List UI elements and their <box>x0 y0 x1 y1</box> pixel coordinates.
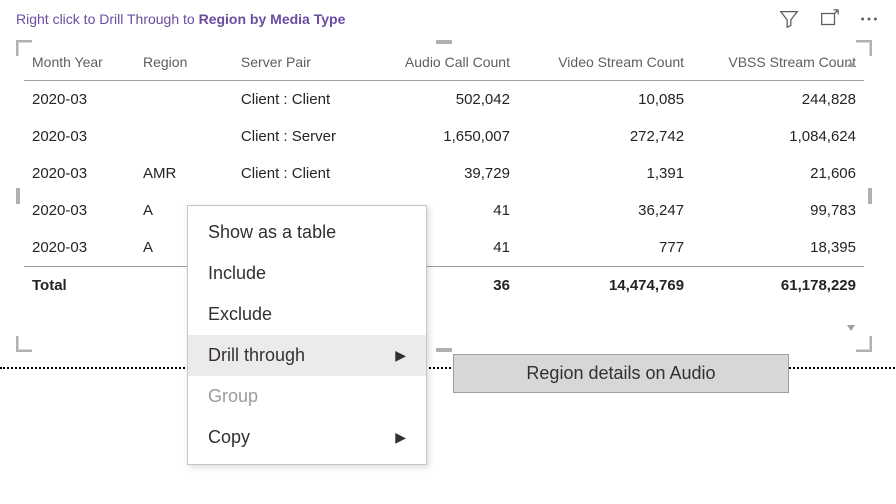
table-cell: 10,085 <box>518 81 692 119</box>
menu-item-exclude[interactable]: Exclude <box>188 294 426 335</box>
chevron-right-icon: ▶ <box>395 347 406 364</box>
dotted-rule-mid <box>425 367 455 369</box>
data-table: Month YearRegionServer PairAudio Call Co… <box>24 48 864 304</box>
header-bar: Right click to Drill Through to Region b… <box>0 0 896 34</box>
table-cell: 2020-03 <box>24 118 135 155</box>
column-header[interactable]: Server Pair <box>233 48 377 81</box>
column-header[interactable]: Audio Call Count <box>377 48 518 81</box>
visual-frame: Month YearRegionServer PairAudio Call Co… <box>16 40 872 352</box>
table-cell: 2020-03 <box>24 81 135 119</box>
table-cell: 21,606 <box>692 155 864 192</box>
header-hint: Right click to Drill Through to Region b… <box>16 11 345 27</box>
table-cell: 99,783 <box>692 192 864 229</box>
table-cell: 2020-03 <box>24 229 135 267</box>
filter-icon[interactable] <box>778 8 800 30</box>
header-row: Month YearRegionServer PairAudio Call Co… <box>24 48 864 81</box>
header-hint-prefix: Right click to Drill Through to <box>16 11 199 27</box>
table-row[interactable]: 2020-03 Client : Client502,04210,085244,8… <box>24 81 864 119</box>
table-cell: 2020-03 <box>24 192 135 229</box>
menu-item-label: Group <box>208 386 258 407</box>
resize-handle-b[interactable] <box>436 348 452 352</box>
menu-item-drill-through[interactable]: Drill through ▶ <box>188 335 426 376</box>
table-cell: AMR <box>135 155 233 192</box>
table-cell: 2020-03 <box>24 155 135 192</box>
total-row: Total3614,474,76961,178,229 <box>24 267 864 305</box>
menu-item-include[interactable]: Include <box>188 253 426 294</box>
column-header[interactable]: Video Stream Count <box>518 48 692 81</box>
table-row[interactable]: 2020-03 Client : Server1,650,007272,7421,… <box>24 118 864 155</box>
menu-item-label: Copy <box>208 427 250 448</box>
total-cell: 14,474,769 <box>518 267 692 305</box>
table-row[interactable]: 2020-03A4177718,395 <box>24 229 864 267</box>
column-header[interactable]: Month Year <box>24 48 135 81</box>
menu-item-label: Exclude <box>208 304 272 325</box>
table-cell: 502,042 <box>377 81 518 119</box>
table-cell: 39,729 <box>377 155 518 192</box>
drillthrough-submenu: Region details on Audio <box>453 354 789 393</box>
table-cell: 36,247 <box>518 192 692 229</box>
context-menu: Show as a table Include Exclude Drill throu… <box>187 205 427 465</box>
table-cell: Client : Client <box>233 155 377 192</box>
dotted-rule-right <box>789 367 896 369</box>
header-icons <box>778 8 880 30</box>
column-header[interactable]: VBSS Stream Count <box>692 48 864 81</box>
table-cell: 18,395 <box>692 229 864 267</box>
resize-handle-r[interactable] <box>868 188 872 204</box>
table-cell: 777 <box>518 229 692 267</box>
table-cell: 1,650,007 <box>377 118 518 155</box>
resize-handle-l[interactable] <box>16 188 20 204</box>
header-hint-bold: Region by Media Type <box>199 11 346 27</box>
chevron-right-icon: ▶ <box>395 429 406 446</box>
scroll-up-icon[interactable] <box>846 60 856 68</box>
dotted-rule-left <box>0 367 189 369</box>
table-cell: 244,828 <box>692 81 864 119</box>
menu-item-label: Drill through <box>208 345 305 366</box>
data-table-wrap: Month YearRegionServer PairAudio Call Co… <box>24 48 864 344</box>
menu-item-group: Group <box>188 376 426 417</box>
table-cell: 272,742 <box>518 118 692 155</box>
column-header[interactable]: Region <box>135 48 233 81</box>
submenu-item-label: Region details on Audio <box>526 363 715 384</box>
scroll-indicator <box>846 60 856 332</box>
table-cell: Client : Client <box>233 81 377 119</box>
table-row[interactable]: 2020-03A4136,24799,783 <box>24 192 864 229</box>
table-cell: 1,084,624 <box>692 118 864 155</box>
menu-item-label: Include <box>208 263 266 284</box>
table-cell <box>135 118 233 155</box>
total-cell: 61,178,229 <box>692 267 864 305</box>
submenu-item-region-audio[interactable]: Region details on Audio <box>454 355 788 392</box>
menu-item-copy[interactable]: Copy ▶ <box>188 417 426 458</box>
table-cell <box>135 81 233 119</box>
table-cell: 1,391 <box>518 155 692 192</box>
scroll-down-icon[interactable] <box>846 324 856 332</box>
table-row[interactable]: 2020-03AMRClient : Client39,7291,39121,6… <box>24 155 864 192</box>
menu-item-label: Show as a table <box>208 222 336 243</box>
table-cell: Client : Server <box>233 118 377 155</box>
more-options-icon[interactable] <box>858 8 880 30</box>
total-label: Total <box>24 267 135 305</box>
focus-mode-icon[interactable] <box>818 8 840 30</box>
resize-handle-t[interactable] <box>436 40 452 44</box>
menu-item-show-as-a-table[interactable]: Show as a table <box>188 212 426 253</box>
